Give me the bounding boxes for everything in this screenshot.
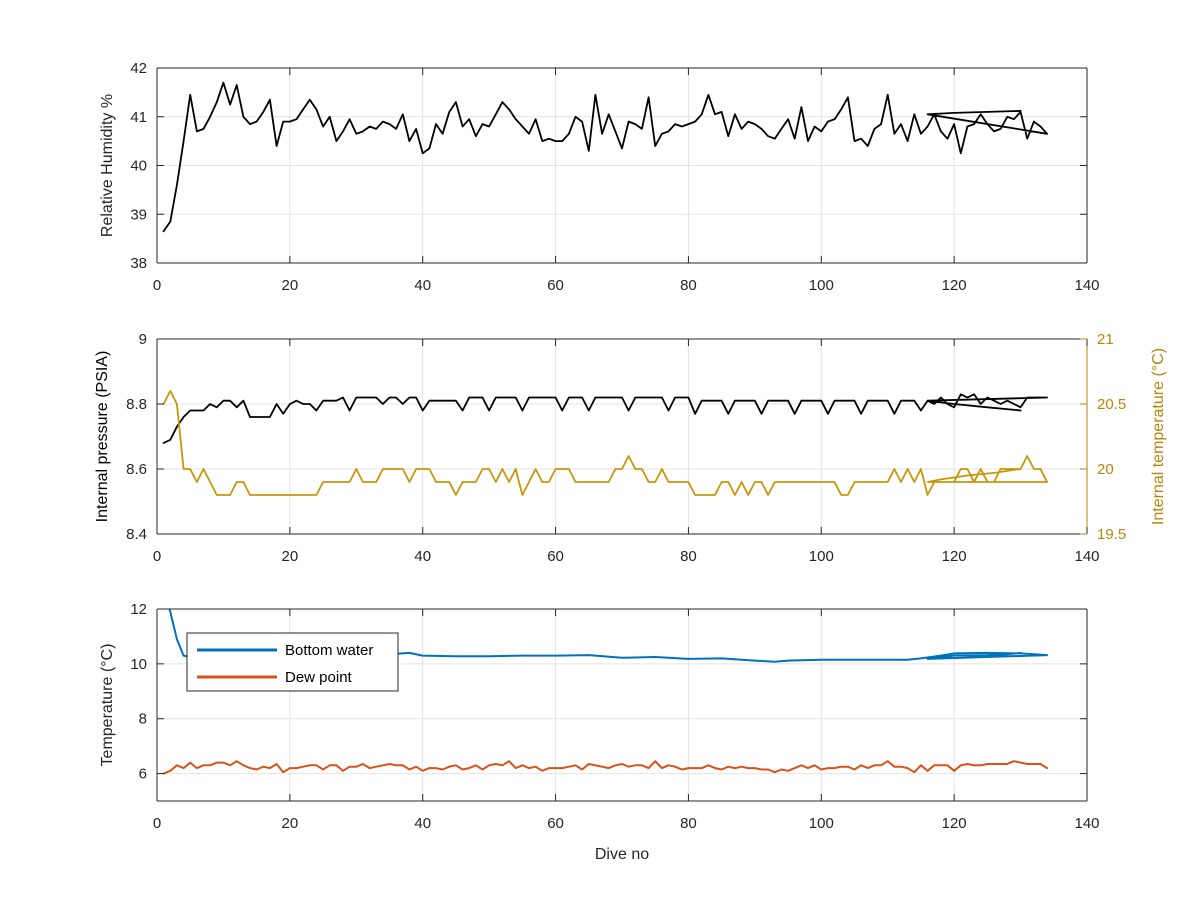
x-tick-label: 20 (282, 277, 299, 294)
series-line-main (162, 81, 1048, 233)
x-tick-label: 80 (680, 277, 697, 294)
x-tick-label: 60 (547, 277, 564, 294)
y-tick-label: 42 (130, 60, 147, 77)
y2-tick-label: 20 (1097, 461, 1114, 478)
x-tick-label: 100 (809, 815, 834, 832)
y-tick-label: 8 (139, 711, 147, 728)
y2-axis-label: Internal temperature (°C) (1150, 348, 1167, 525)
x-tick-label: 100 (809, 277, 834, 294)
x-tick-label: 140 (1074, 548, 1099, 565)
x-tick-label: 60 (547, 548, 564, 565)
y-tick-label: 6 (139, 766, 147, 783)
x-tick-label: 0 (153, 548, 161, 565)
y-tick-label: 40 (130, 158, 147, 175)
series-line-right-axis (162, 390, 1048, 496)
x-tick-label: 80 (680, 815, 697, 832)
y2-tick-label: 21 (1097, 331, 1114, 348)
x-tick-label: 60 (547, 815, 564, 832)
x-tick-label: 20 (282, 815, 299, 832)
y-tick-label: 39 (130, 206, 147, 223)
x-tick-label: 40 (414, 548, 431, 565)
x-tick-label: 0 (153, 277, 161, 294)
y-tick-label: 38 (130, 255, 147, 272)
y-tick-label: 9 (139, 331, 147, 348)
y2-tick-label: 20.5 (1097, 396, 1126, 413)
series-line-dew-point (162, 760, 1049, 775)
x-tick-label: 0 (153, 815, 161, 832)
y-tick-label: 41 (130, 109, 147, 126)
y-tick-label: 8.8 (126, 396, 147, 413)
y-tick-label: 8.6 (126, 461, 147, 478)
legend-label: Bottom water (285, 642, 373, 659)
x-tick-label: 140 (1074, 815, 1099, 832)
y-axis-label: Relative Humidity % (99, 94, 116, 237)
y-tick-label: 8.4 (126, 526, 147, 543)
x-tick-label: 40 (414, 815, 431, 832)
plot-area-1 (157, 339, 1087, 534)
y-tick-label: 10 (130, 656, 147, 673)
y-axis-label: Internal pressure (PSIA) (94, 351, 111, 523)
x-tick-label: 120 (942, 277, 967, 294)
legend-label: Dew point (285, 669, 353, 686)
y-axis-label: Temperature (°C) (99, 644, 116, 767)
x-tick-label: 40 (414, 277, 431, 294)
legend-box (186, 632, 399, 692)
x-tick-label: 80 (680, 548, 697, 565)
x-tick-label: 120 (942, 815, 967, 832)
x-axis-label: Dive no (595, 846, 649, 863)
x-tick-label: 100 (809, 548, 834, 565)
y-tick-label: 12 (130, 601, 147, 618)
series-line-main (162, 393, 1048, 444)
x-tick-label: 140 (1074, 277, 1099, 294)
y2-tick-label: 19.5 (1097, 526, 1126, 543)
x-tick-label: 120 (942, 548, 967, 565)
x-tick-label: 20 (282, 548, 299, 565)
